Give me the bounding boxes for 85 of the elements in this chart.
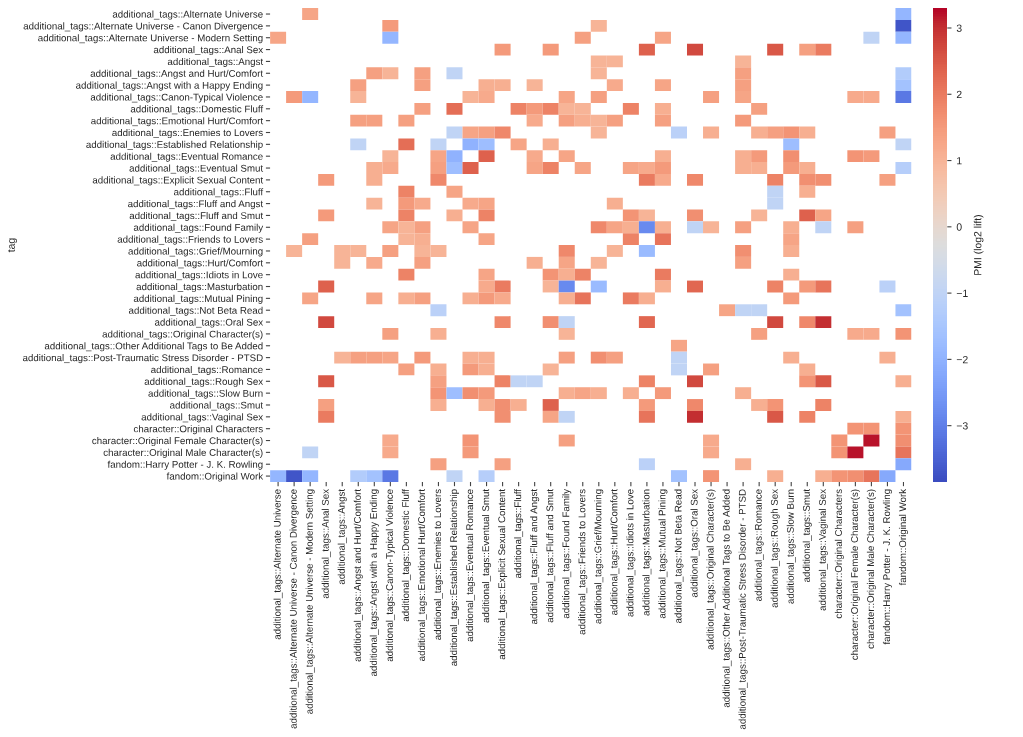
y-tick-label: fandom::Original Work: [166, 472, 264, 482]
y-tick-label: additional_tags::Mutual Pining: [133, 294, 263, 304]
y-tick-label: additional_tags::Alternate Universe - Modern Setting: [38, 34, 263, 44]
x-tick-label: additional_tags::Explicit Sexual Content: [498, 489, 508, 660]
x-tick-label: additional_tags::Smut: [802, 489, 812, 583]
color-bar-label: 3: [956, 24, 962, 32]
x-tick-label: additional_tags::Emotional Hurt/Comfort: [417, 489, 427, 661]
color-bar-label: 2: [956, 90, 962, 99]
x-tick-label: additional_tags::Original Character(s): [706, 489, 716, 650]
y-tick-label: additional_tags::Emotional Hurt/Comfort: [91, 117, 264, 127]
y-tick-label: additional_tags::Anal Sex: [153, 46, 264, 56]
x-tick-label: fandom::Original Work: [898, 488, 909, 586]
x-tick-label: additional_tags::Enemies to Lovers: [433, 489, 443, 640]
y-tick-label: additional_tags::Alternate Universe - Canon Divergence: [23, 22, 263, 32]
y-tick-label: additional_tags::Alternate Universe: [112, 10, 263, 20]
y-tick-label: character::Original Female Character(s): [92, 437, 263, 447]
x-tick-label: additional_tags::Found Family: [562, 488, 572, 619]
y-tick-label: additional_tags::Angst: [167, 57, 264, 67]
y-tick-label: additional_tags::Angst and Hurt/Comfort: [90, 69, 264, 79]
x-tick-label: additional_tags::Angst with a Happy Ending: [369, 489, 379, 677]
y-tick-label: fandom::Harry Potter - J. K. Rowling: [107, 460, 263, 470]
x-tick-label: additional_tags::Fluff and Angst: [530, 489, 540, 625]
y-tick-label: character::Original Characters: [133, 425, 263, 435]
y-tick-label: additional_tags::Found Family: [133, 223, 264, 233]
x-tick-label: additional_tags::Rough Sex: [770, 489, 780, 608]
y-tick-label: additional_tags::Eventual Romance: [110, 152, 263, 162]
x-tick-label: additional_tags::Anal Sex: [321, 489, 331, 599]
x-tick-label: fandom::Harry Potter - J. K. Rowling: [882, 489, 892, 645]
y-tick-label: character::Original Male Character(s): [103, 448, 263, 458]
y-tick-label: additional_tags::Idiots in Love: [135, 271, 263, 281]
x-tick-label: additional_tags::Friends to Lovers: [578, 489, 588, 635]
y-tick-label: additional_tags::Fluff: [174, 188, 264, 198]
x-tick-label: additional_tags::Fluff and Smut: [546, 489, 556, 623]
y-tick-label: additional_tags::Rough Sex: [144, 377, 264, 387]
x-tick-label: additional_tags::Fluff: [514, 488, 524, 579]
y-tick-label: additional_tags::Post-Traumatic Stress Disorder - PTSD: [22, 354, 263, 364]
x-tick-label: additional_tags::Masturbation: [642, 489, 652, 616]
x-tick-label: additional_tags::Not Beta Read: [674, 489, 684, 624]
x-tick-label: additional_tags::Post-Traumatic Stress Disorder - PTSD: [738, 489, 748, 730]
y-tick-label: additional_tags::Fluff and Angst: [128, 200, 264, 210]
y-tick-label: additional_tags::Fluff and Smut: [129, 211, 264, 221]
x-tick-label: character::Original Female Character(s): [850, 489, 860, 660]
y-tick-label: additional_tags::Masturbation: [136, 283, 263, 293]
y-tick-label: additional_tags::Angst with a Happy Ending: [76, 81, 263, 91]
y-tick-label: additional_tags::Smut: [170, 401, 264, 411]
x-tick-label: additional_tags::Eventual Smut: [482, 489, 492, 623]
y-axis-title: tag: [8, 238, 17, 253]
y-tick-label: additional_tags::Canon-Typical Violence: [90, 93, 263, 103]
y-tick-label: additional_tags::Explicit Sexual Content: [92, 176, 264, 186]
x-tick-label: additional_tags::Slow Burn: [786, 489, 796, 604]
x-tick-label: additional_tags::Hurt/Comfort: [610, 489, 620, 615]
y-tick-label: additional_tags::Eventual Smut: [129, 164, 264, 174]
x-tick-label: additional_tags::Romance: [754, 489, 764, 601]
y-tick-label: additional_tags::Hurt/Comfort: [137, 259, 264, 269]
x-tick-label: character::Original Characters: [834, 489, 844, 619]
y-tick-label: additional_tags::Not Beta Read: [128, 306, 263, 316]
color-bar-label: 1: [957, 157, 962, 165]
x-tick-label: additional_tags::Domestic Fluff: [401, 488, 411, 622]
x-tick-label: additional_tags::Vaginal Sex: [818, 489, 828, 611]
y-tick-label: additional_tags::Domestic Fluff: [130, 105, 264, 115]
x-tick-label: additional_tags::Angst: [337, 489, 347, 585]
y-tick-label: additional_tags::Grief/Mourning: [128, 247, 263, 257]
x-tick-label: additional_tags::Idiots in Love: [626, 489, 636, 617]
x-tick-label: additional_tags::Established Relationship: [449, 489, 460, 666]
color-bar-label: −2: [956, 355, 968, 364]
color-bar-label: 0: [956, 223, 962, 231]
y-tick-label: additional_tags::Friends to Lovers: [117, 235, 263, 245]
color-bar-title: PMI (log2 lift): [973, 215, 984, 275]
x-tick-label: character::Original Male Character(s): [866, 489, 876, 649]
x-tick-label: additional_tags::Other Additional Tags to Be Added: [722, 489, 732, 708]
y-tick-label: additional_tags::Romance: [151, 365, 263, 375]
x-tick-label: additional_tags::Grief/Mourning: [594, 489, 604, 624]
y-tick-label: additional_tags::Original Character(s): [102, 330, 263, 340]
x-tick-label: additional_tags::Mutual Pining: [658, 489, 668, 619]
y-tick-label: additional_tags::Established Relationship: [86, 140, 263, 150]
color-bar-label: −1: [956, 289, 968, 297]
y-tick-label: additional_tags::Other Additional Tags to Be Added: [44, 342, 263, 352]
y-tick-label: additional_tags::Enemies to Lovers: [112, 128, 263, 139]
y-tick-label: additional_tags::Oral Sex: [154, 318, 264, 328]
color-bar-label: −3: [956, 422, 968, 430]
x-tick-label: additional_tags::Eventual Romance: [465, 489, 476, 642]
y-tick-label: additional_tags::Vaginal Sex: [141, 413, 264, 423]
y-tick-label: additional_tags::Slow Burn: [148, 389, 263, 399]
x-tick-label: additional_tags::Oral Sex: [690, 489, 700, 598]
x-tick-label: additional_tags::Canon-Typical Violence: [385, 489, 395, 662]
